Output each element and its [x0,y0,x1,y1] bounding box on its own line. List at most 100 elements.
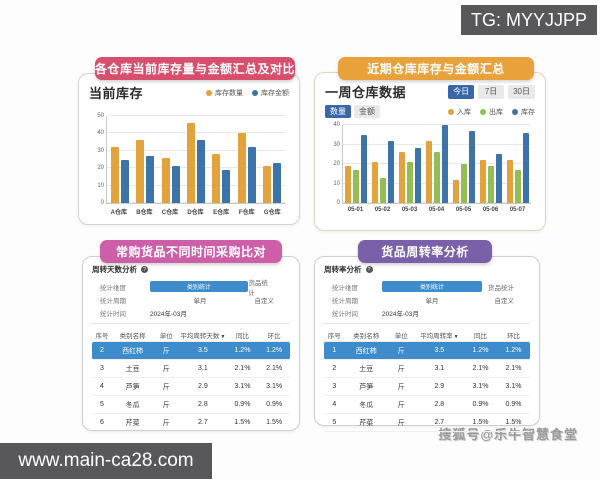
period-option[interactable]: 自定义 [494,297,515,305]
y-tick-label: 10 [97,182,104,189]
table-cell: 1.2% [266,347,283,354]
watermark-text: 搜狐号@乐牛智慧食堂 [438,427,578,442]
gridline [107,132,285,134]
table-row[interactable]: 5 芹菜 斤 2.7 1.5% 1.5% [324,414,530,432]
chart-x-axis: 05-01 05-02 05-03 05-04 05-05 05-06 05-07 [342,207,531,213]
bar-入库-05-07 [506,160,513,203]
legend-item: 库存数量 [206,88,243,98]
bar-group-G仓库 [260,116,285,203]
table-cell: 3 [99,365,104,372]
range-button-today[interactable]: 今日 [448,84,475,99]
x-tick-label: B仓库 [136,210,153,216]
panel1-title: 当前库存 [89,86,144,101]
table-cell: 2.1% [234,365,251,372]
tg-label: TG: MYYJJPP [470,9,587,30]
table-cell: 1.5% [266,419,283,426]
bar-group-F仓库 [234,116,259,203]
table-row[interactable]: 3 芦笋 斤 2.9 3.1% 3.1% [324,378,530,396]
gridline [107,115,285,116]
y-tick-label: 20 [97,165,104,172]
bar-group-B仓库 [132,116,157,203]
table-cell: 3.1% [505,383,522,390]
table-row[interactable]: 3 土豆 斤 3.1 2.1% 2.1% [92,360,290,378]
turnover-days-table: 序号 类别名称 单位 平均周转天数▼ 同比 环比 2 西红柿斤 3.5 1.2% 1.2% 3 土豆斤 3… [92,329,290,432]
table-cell: 1.5% [472,419,489,426]
table-cell: 斤 [162,347,170,355]
panel2-legend: 入库 出库 库存 [448,107,535,117]
table-cell: 3.5 [434,347,445,354]
dimension-label: 统计维度 [332,284,358,292]
bar-库存-05-06 [495,154,502,203]
bar-group-05-04 [424,125,451,203]
period-value[interactable]: 单月 [425,297,439,305]
table-cell: 芹菜 [125,419,140,427]
y-tick-label: 40 [333,122,340,128]
table-cell: 土豆 [125,365,140,373]
bar-入库-05-02 [372,162,379,203]
table-row[interactable]: 6 芹菜 斤 2.7 1.5% 1.5% [92,414,290,432]
bar-出库-05-03 [407,162,414,203]
panel4-header-pill: 货品周转率分析 [358,240,492,263]
range-button-30d[interactable]: 30日 [508,84,535,99]
table-row[interactable]: 2 土豆 斤 3.1 2.1% 2.1% [324,360,530,378]
info-icon[interactable]: ? [141,266,148,273]
bar-groups [343,125,531,203]
table-cell: 冬瓜 [359,401,374,409]
bar-入库-05-04 [426,140,432,203]
dimension-option[interactable]: 货品统计 [488,284,514,292]
legend-item: 库存金额 [252,88,289,98]
dimension-option[interactable]: 货品统计 [248,279,268,297]
legend-label: 入库 [457,108,471,116]
table-cell: 0.9% [505,401,522,408]
table-cell: 3 [332,383,337,390]
time-value[interactable]: 2024年-03月 [382,310,419,318]
table-cell: 斤 [397,365,405,373]
table-cell: 2.1% [472,365,489,372]
table-cell: 3.1% [234,383,251,390]
table-row[interactable]: 1 西红柿 斤 3.5 1.2% 1.2% [324,342,530,360]
panel3-card: 周转天数分析 ? 统计维度 类别统计 货品统计 统计周期 单月 自定义 统计时间… [82,256,300,432]
column-header: 同比 [235,333,249,340]
table-cell: 西红柿 [355,347,377,355]
table-row[interactable]: 5 冬瓜 斤 2.8 0.9% 0.9% [92,396,290,414]
period-label: 统计周期 [100,297,126,305]
info-icon[interactable]: ? [365,266,373,273]
bar-库存数量-B仓库 [136,140,145,203]
dimension-button[interactable]: 类别统计 [149,281,249,292]
table-row[interactable]: 4 冬瓜 斤 2.8 0.9% 0.9% [324,396,530,414]
legend-dot [480,108,486,115]
dimension-button[interactable]: 类别统计 [382,281,482,292]
table-cell: 2.9 [198,383,208,390]
tab-quantity[interactable]: 数量 [325,105,351,118]
table-cell: 斤 [162,401,170,409]
legend-label: 出库 [489,108,503,116]
table-cell: 2.9 [434,383,445,390]
bar-库存金额-F仓库 [247,147,256,203]
legend-item: 出库 [480,107,503,117]
x-tick-label: E仓库 [213,210,230,216]
legend-dot [206,89,212,96]
y-tick-label: 0 [100,200,104,206]
range-button-7d[interactable]: 7日 [478,84,505,99]
y-tick-label: 30 [333,141,340,148]
table-row[interactable]: 2 西红柿 斤 3.5 1.2% 1.2% [92,342,290,360]
table-cell: 冬瓜 [125,401,140,409]
sort-icon[interactable]: ▼ [220,334,226,340]
table-row[interactable]: 4 芦笋 斤 2.9 3.1% 3.1% [92,378,290,396]
table-cell: 斤 [397,401,405,409]
table-cell: 2.1% [505,365,522,372]
sort-icon[interactable]: ▼ [453,334,459,340]
panel1-legend: 库存数量 库存金额 [206,88,289,98]
table-cell: 斤 [397,347,405,355]
bar-出库-05-02 [380,177,387,203]
table-cell: 0.9% [234,401,251,408]
table-cell: 芦笋 [125,383,140,391]
period-option[interactable]: 自定义 [254,297,275,305]
time-value[interactable]: 2024年-03月 [150,310,187,318]
legend-dot [512,108,518,115]
period-value[interactable]: 单月 [193,297,207,305]
table-cell: 4 [332,401,337,408]
bar-group-05-05 [450,125,477,203]
tab-amount[interactable]: 金额 [354,105,380,118]
